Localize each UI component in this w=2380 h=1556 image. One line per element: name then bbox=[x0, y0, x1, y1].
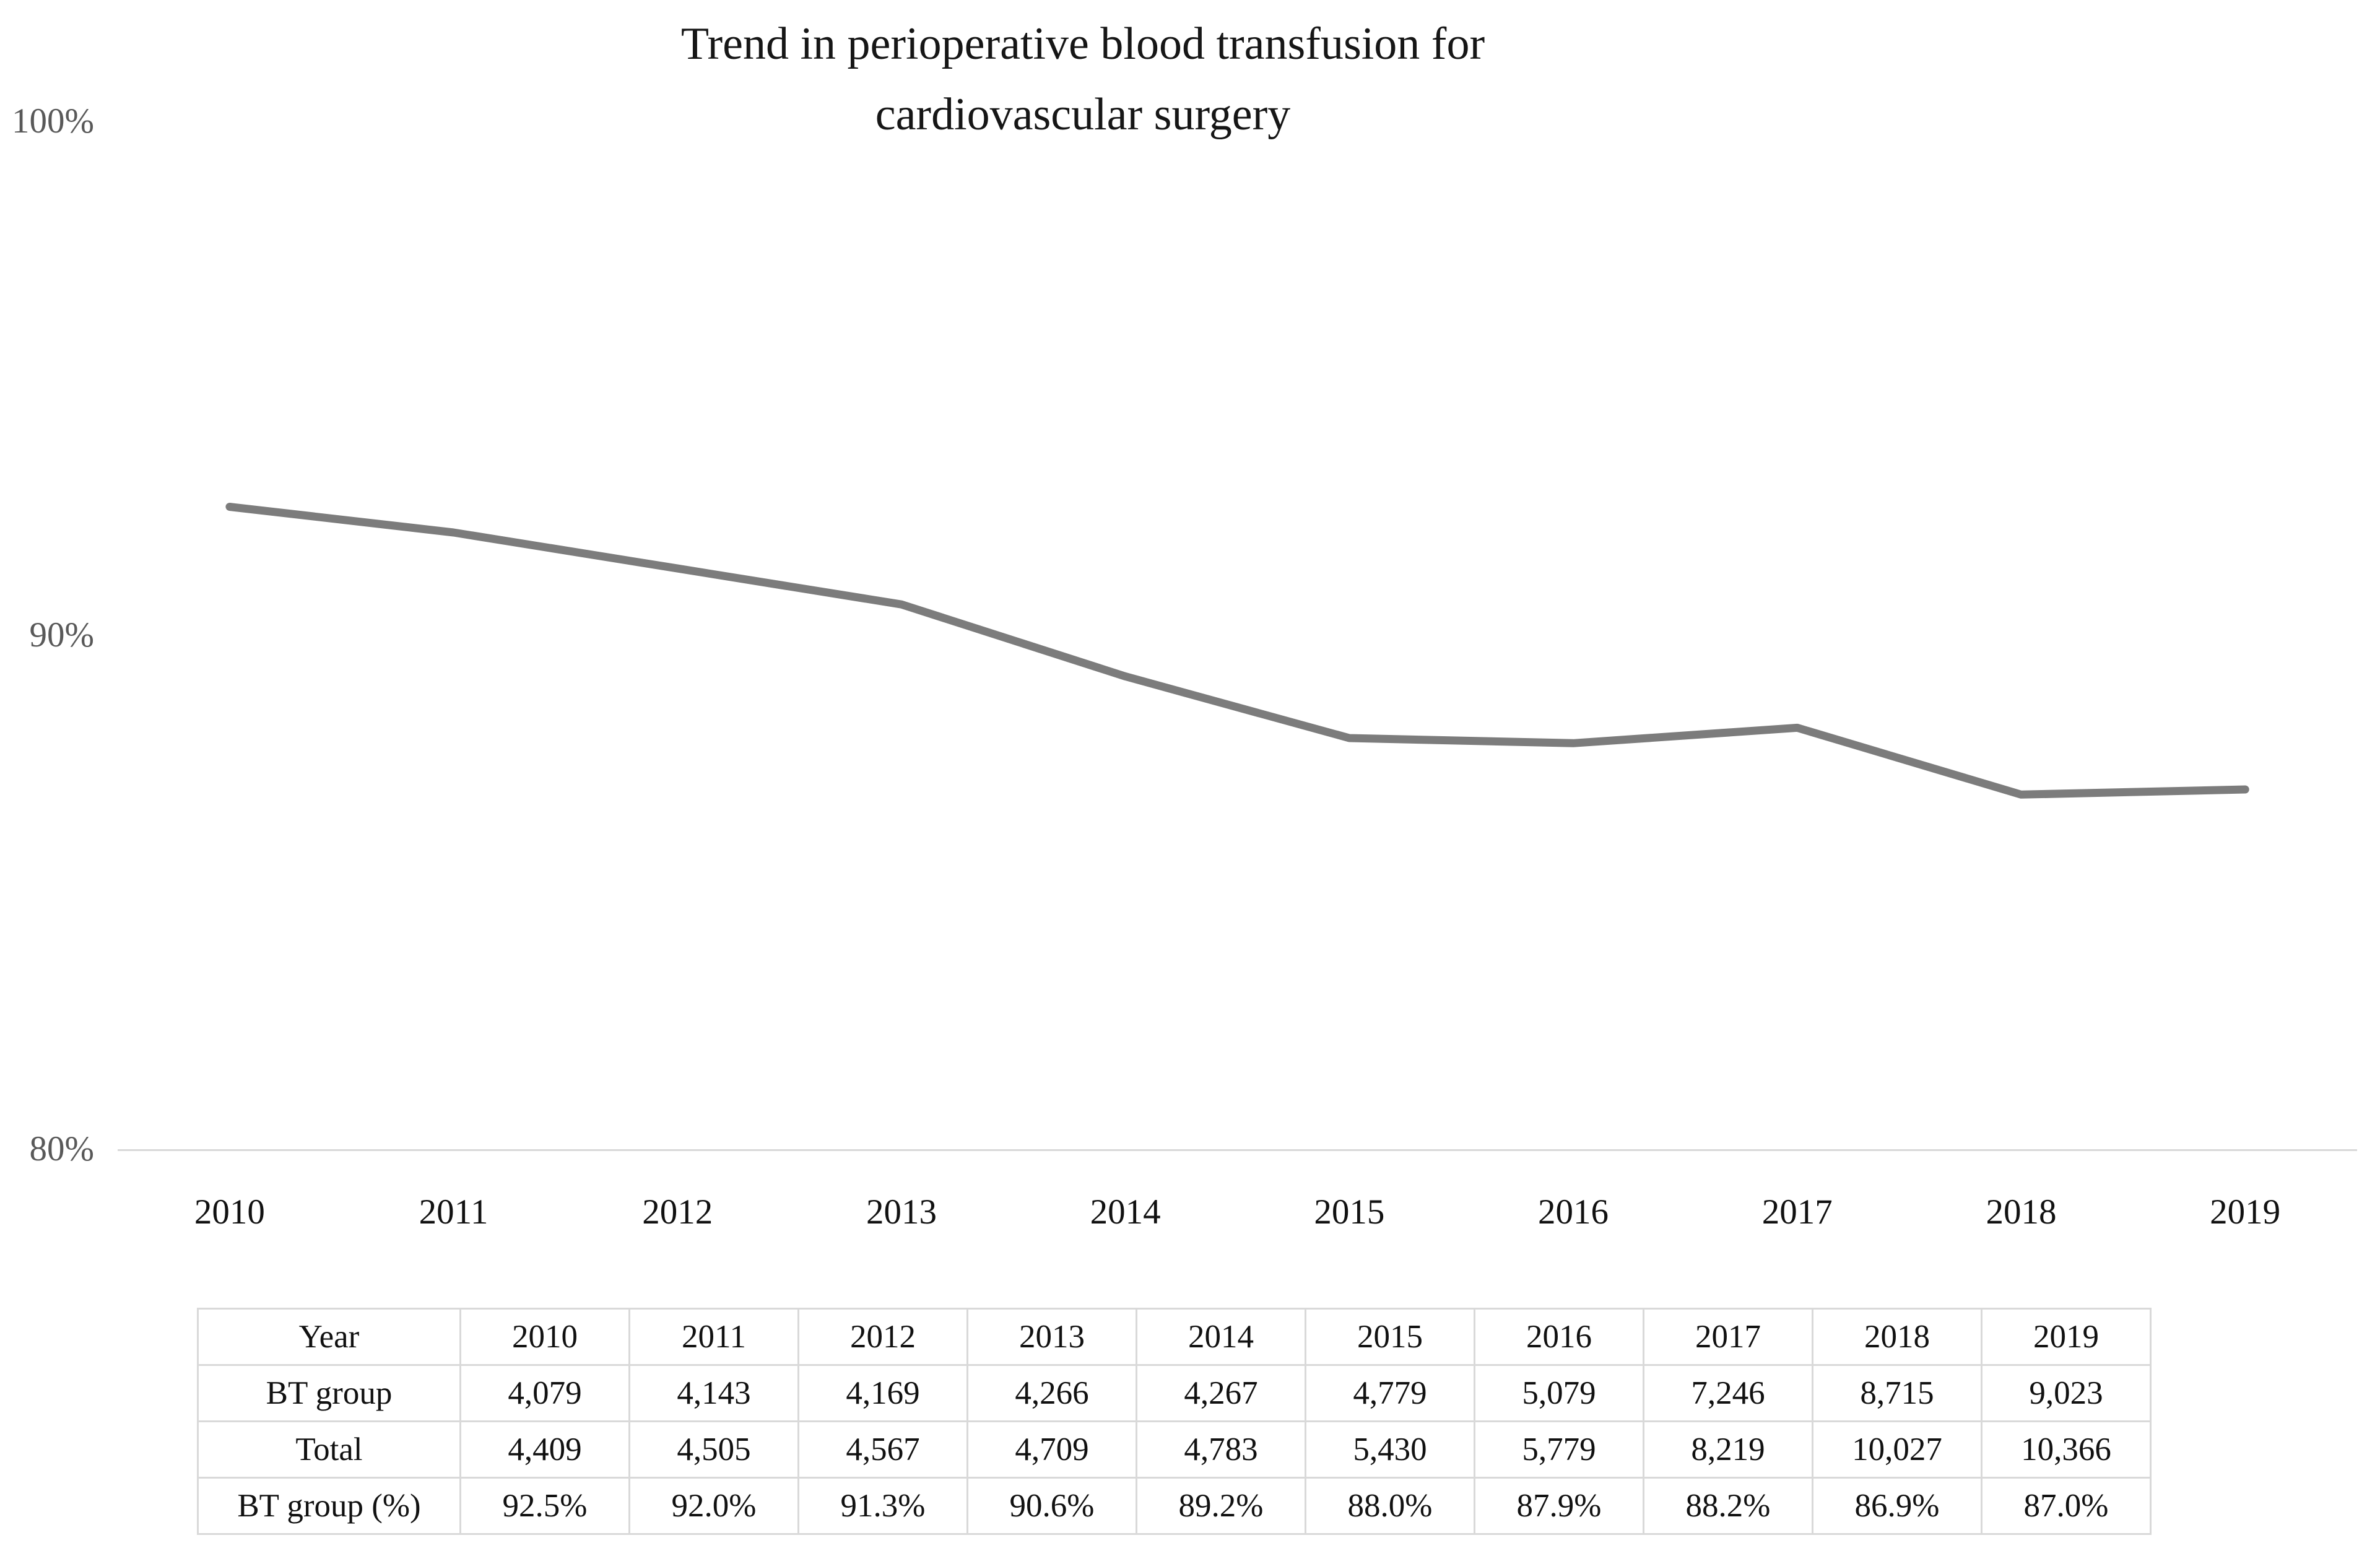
table-cell: 2014 bbox=[1136, 1308, 1306, 1366]
table-cell: 2016 bbox=[1474, 1308, 1644, 1366]
y-axis-tick-label: 90% bbox=[29, 615, 94, 654]
table-header-row: Year 2010 2011 2012 2013 2014 2015 2016 2017 2018… bbox=[197, 1308, 2152, 1366]
table-cell: 2019 bbox=[1981, 1308, 2152, 1366]
table-cell: 4,783 bbox=[1136, 1420, 1306, 1479]
chart-title-line2: cardiovascular surgery bbox=[875, 89, 1291, 140]
x-axis-tick-label: 2012 bbox=[642, 1193, 713, 1232]
table-cell: 90.6% bbox=[966, 1477, 1137, 1535]
table-cell: 87.9% bbox=[1474, 1477, 1644, 1535]
table-cell: 92.0% bbox=[628, 1477, 799, 1535]
x-axis-tick-label: 2016 bbox=[1538, 1193, 1609, 1232]
table-cell: 2012 bbox=[797, 1308, 968, 1366]
table-cell: 4,779 bbox=[1305, 1364, 1475, 1422]
table-cell: 4,267 bbox=[1136, 1364, 1306, 1422]
y-axis-tick-label: 100% bbox=[12, 102, 94, 141]
table-cell: 2010 bbox=[459, 1308, 630, 1366]
x-axis-tick-label: 2010 bbox=[194, 1193, 265, 1232]
table-cell: 92.5% bbox=[459, 1477, 630, 1535]
table-row-label: Year bbox=[197, 1308, 461, 1366]
table-cell: 7,246 bbox=[1643, 1364, 1813, 1422]
table-cell: 10,366 bbox=[1981, 1420, 2152, 1479]
chart-title-line1: Trend in perioperative blood transfusion… bbox=[680, 19, 1485, 69]
table-cell: 4,143 bbox=[628, 1364, 799, 1422]
x-axis-line bbox=[118, 1149, 2357, 1151]
table-cell: 91.3% bbox=[797, 1477, 968, 1535]
table-row: Total 4,409 4,505 4,567 4,709 4,783 5,430 5,779… bbox=[197, 1420, 2152, 1479]
table-cell: 2015 bbox=[1305, 1308, 1475, 1366]
table-cell: 89.2% bbox=[1136, 1477, 1306, 1535]
x-axis-tick-label: 2011 bbox=[419, 1193, 489, 1232]
table-cell: 4,567 bbox=[797, 1420, 968, 1479]
x-axis-tick-label: 2019 bbox=[2210, 1193, 2281, 1232]
table-cell: 2018 bbox=[1812, 1308, 1983, 1366]
table-cell: 4,169 bbox=[797, 1364, 968, 1422]
table-cell: 86.9% bbox=[1812, 1477, 1983, 1535]
table-cell: 5,079 bbox=[1474, 1364, 1644, 1422]
data-table: Year 2010 2011 2012 2013 2014 2015 2016 2017 2018… bbox=[197, 1308, 2152, 1535]
table-cell: 88.2% bbox=[1643, 1477, 1813, 1535]
table-cell: 8,715 bbox=[1812, 1364, 1983, 1422]
table-cell: 5,779 bbox=[1474, 1420, 1644, 1479]
table-cell: 4,709 bbox=[966, 1420, 1137, 1479]
x-axis-tick-label: 2014 bbox=[1090, 1193, 1161, 1232]
trend-line bbox=[225, 503, 2249, 799]
x-axis-tick-label: 2017 bbox=[1761, 1193, 1833, 1232]
table-cell: 2017 bbox=[1643, 1308, 1813, 1366]
table-cell: 4,505 bbox=[628, 1420, 799, 1479]
table-row-label: BT group (%) bbox=[197, 1477, 461, 1535]
table-cell: 5,430 bbox=[1305, 1420, 1475, 1479]
y-axis-tick-label: 80% bbox=[29, 1129, 94, 1168]
x-axis-tick-label: 2013 bbox=[866, 1193, 937, 1232]
table-row: BT group (%) 92.5% 92.0% 91.3% 90.6% 89.2% 88.… bbox=[197, 1477, 2152, 1535]
table-cell: 2013 bbox=[966, 1308, 1137, 1366]
table-cell: 9,023 bbox=[1981, 1364, 2152, 1422]
table-cell: 2011 bbox=[628, 1308, 799, 1366]
x-axis-tick-label: 2018 bbox=[1986, 1193, 2057, 1232]
table-cell: 10,027 bbox=[1812, 1420, 1983, 1479]
table-row-label: BT group bbox=[197, 1364, 461, 1422]
chart-title: Trend in perioperative blood transfusion… bbox=[0, 9, 2166, 150]
table-cell: 87.0% bbox=[1981, 1477, 2152, 1535]
table-cell: 4,409 bbox=[459, 1420, 630, 1479]
table-row: BT group 4,079 4,143 4,169 4,266 4,267 4,779 5,… bbox=[197, 1364, 2152, 1422]
table-cell: 88.0% bbox=[1305, 1477, 1475, 1535]
table-cell: 8,219 bbox=[1643, 1420, 1813, 1479]
table-row-label: Total bbox=[197, 1420, 461, 1479]
table-cell: 4,266 bbox=[966, 1364, 1137, 1422]
table-cell: 4,079 bbox=[459, 1364, 630, 1422]
x-axis-tick-label: 2015 bbox=[1314, 1193, 1385, 1232]
